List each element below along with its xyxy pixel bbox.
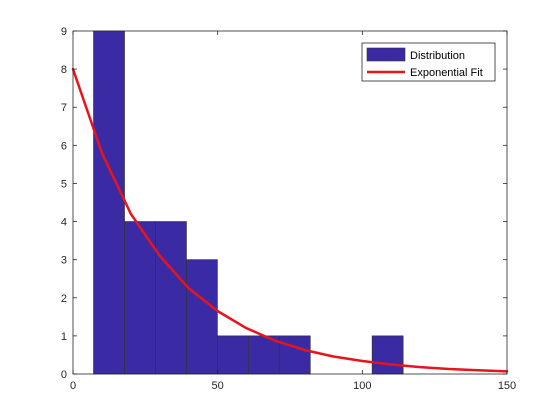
y-tick-label: 7 — [61, 102, 67, 114]
legend-swatch-distribution — [366, 47, 406, 62]
histogram-bar — [155, 221, 187, 375]
histogram-bar — [371, 335, 404, 375]
tick-labels: 0 50 100 150 0 1 2 3 4 5 6 7 8 9 — [61, 26, 516, 392]
y-tick-label: 2 — [61, 293, 67, 305]
exponential-fit-line — [71, 67, 509, 373]
y-tick-label: 4 — [61, 217, 67, 229]
histogram-bar — [186, 259, 218, 375]
y-tick-label: 5 — [61, 178, 67, 190]
ticks — [72, 30, 508, 375]
x-tick-label: 0 — [70, 380, 76, 392]
histogram-bar — [93, 30, 125, 375]
legend: Distribution Exponential Fit — [361, 42, 496, 82]
axes-frame — [72, 30, 508, 375]
y-tick-label: 1 — [61, 331, 67, 343]
axes-box — [72, 30, 508, 375]
histogram-bar — [247, 335, 280, 375]
fit-layer — [71, 67, 509, 373]
x-tick-label: 50 — [212, 380, 224, 392]
legend-label-distribution: Distribution — [410, 50, 465, 62]
y-tick-label: 6 — [61, 140, 67, 152]
y-tick-label: 3 — [61, 255, 67, 267]
y-tick-label: 9 — [61, 26, 67, 38]
y-tick-label: 0 — [61, 369, 67, 381]
legend-label-exponential-fit: Exponential Fit — [410, 67, 483, 79]
histogram-bar — [217, 335, 249, 375]
histogram-bar — [278, 335, 311, 375]
x-tick-label: 100 — [353, 380, 371, 392]
x-tick-label: 150 — [498, 380, 516, 392]
y-tick-label: 8 — [61, 64, 67, 76]
histogram-bars — [93, 30, 404, 375]
